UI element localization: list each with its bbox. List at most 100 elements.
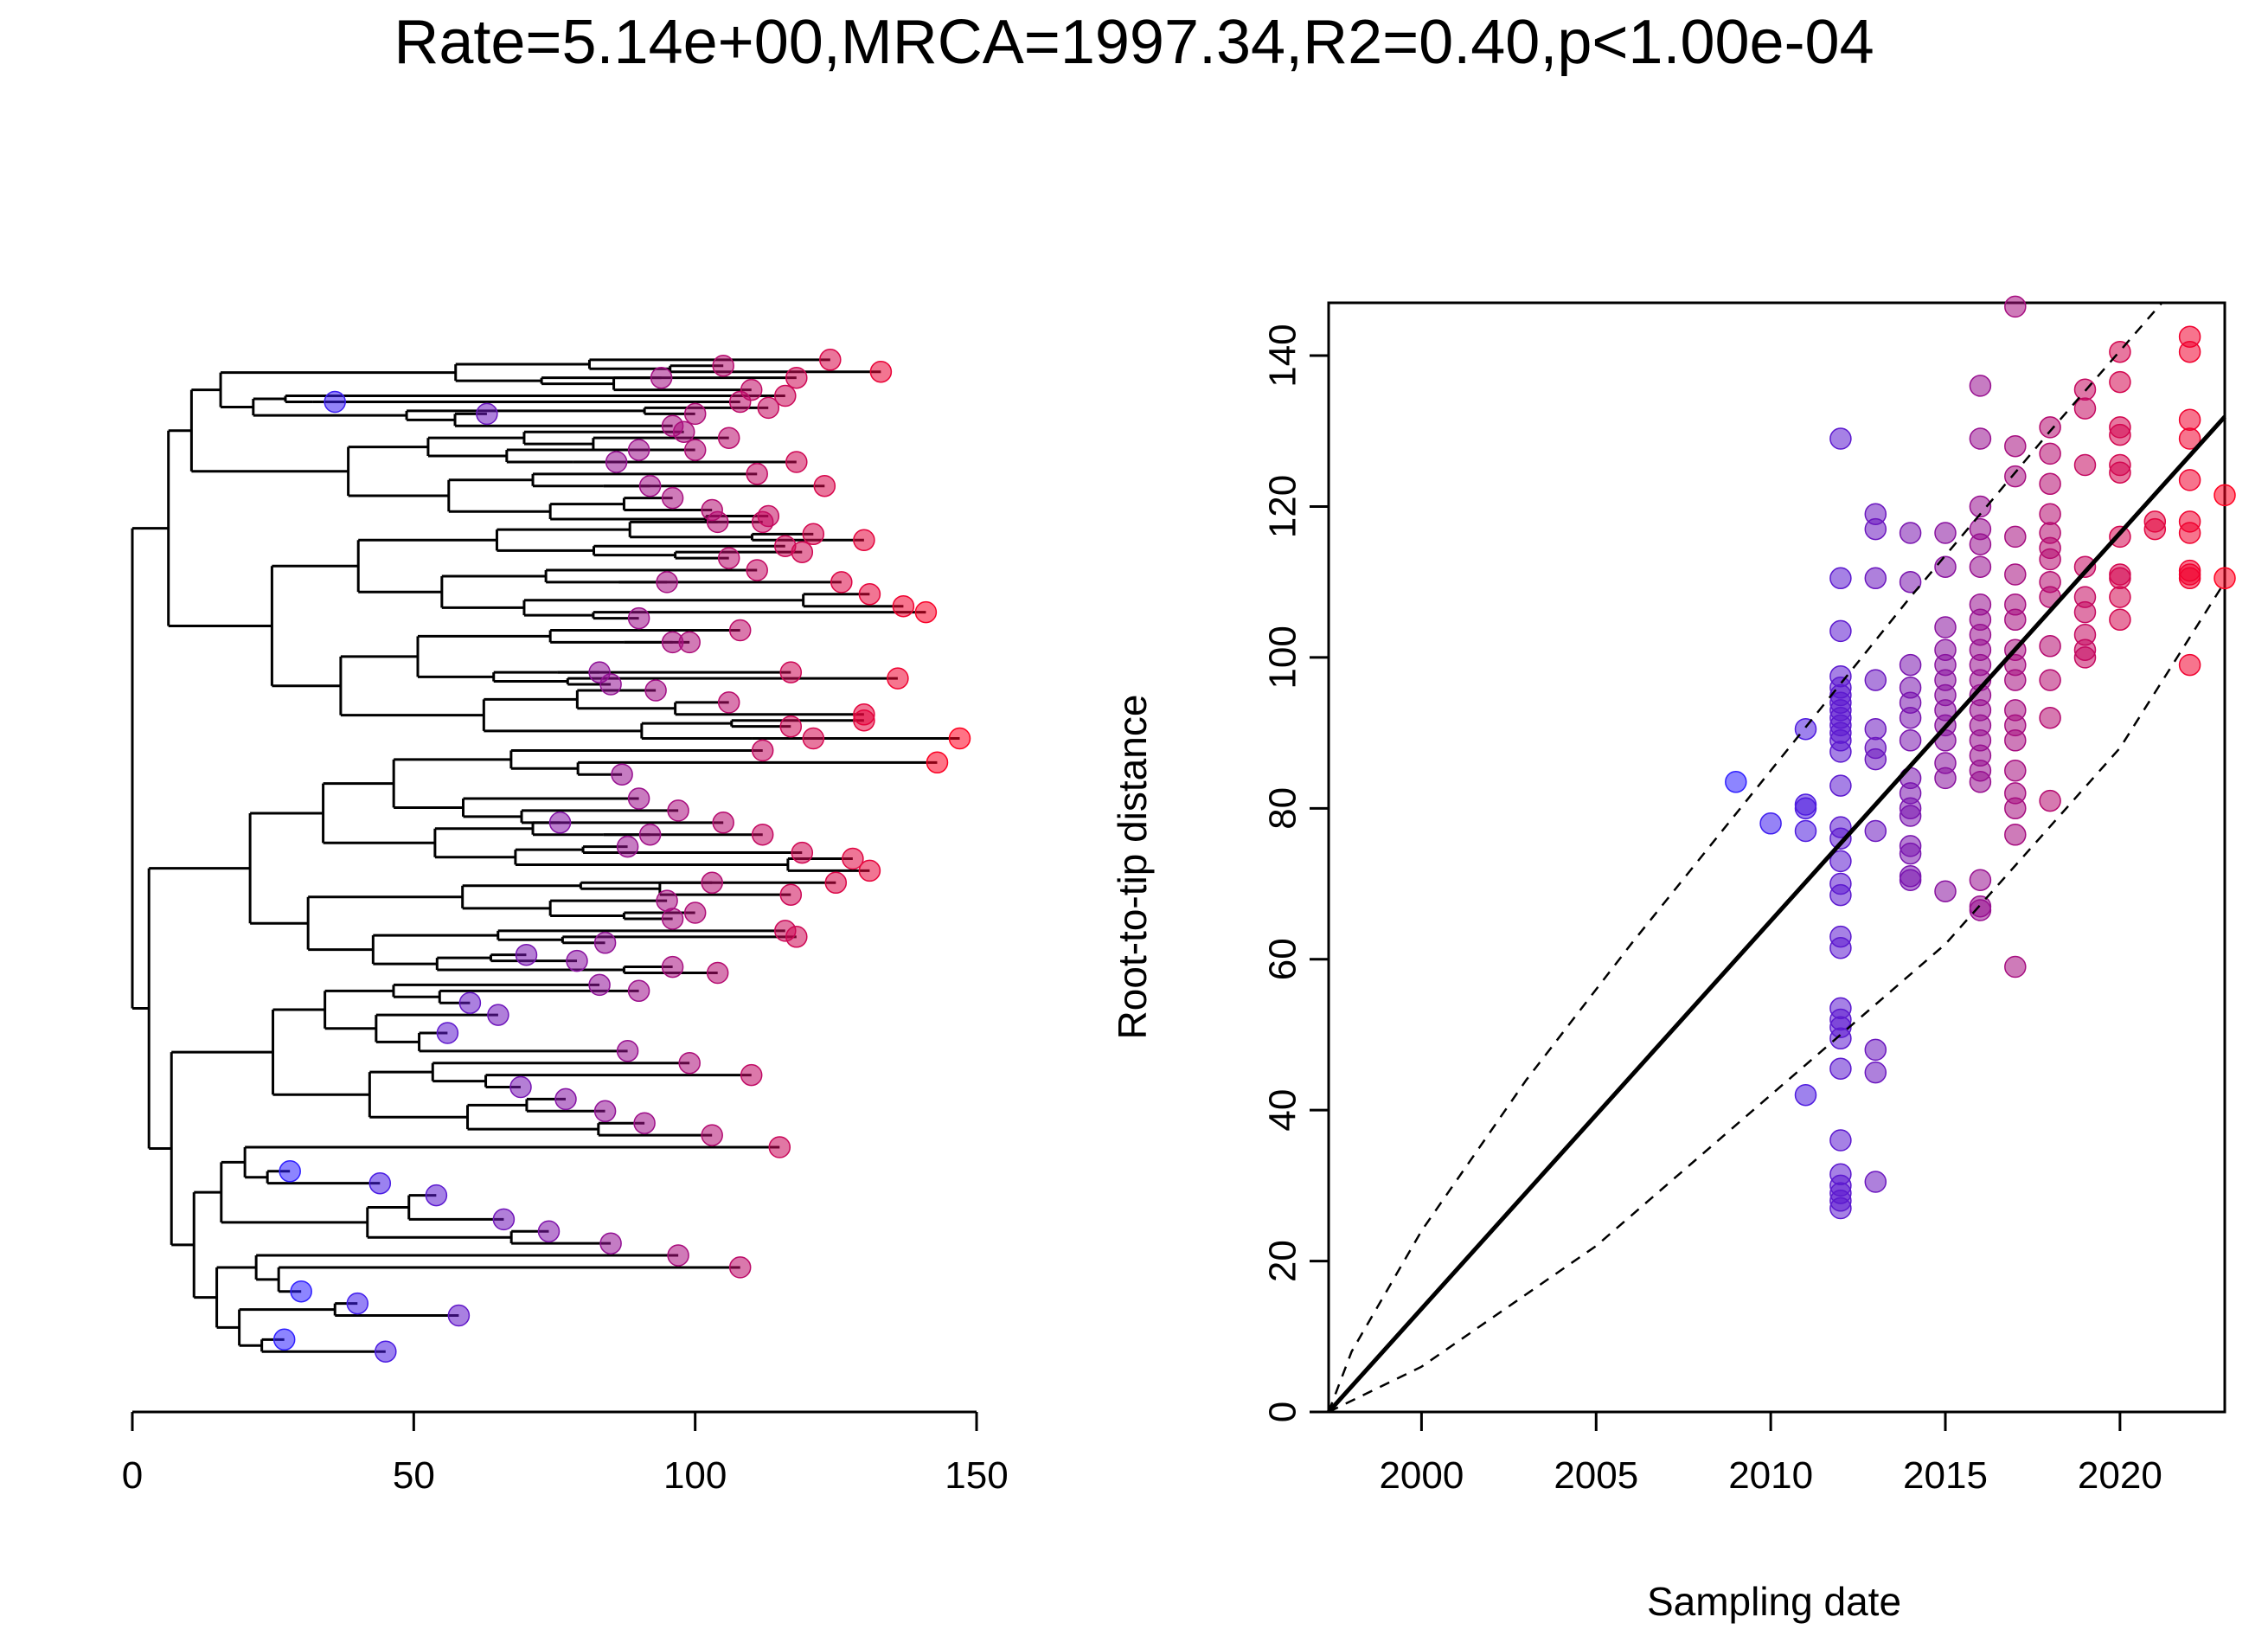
scatter-point [2178, 522, 2201, 544]
tree-tip [290, 1280, 312, 1303]
scatter-point [2039, 706, 2061, 729]
tree-tip [728, 1256, 752, 1279]
tree-tip [436, 1022, 459, 1044]
scatter-point [1829, 619, 1852, 643]
regression-line [1327, 415, 2226, 1414]
tree-tip [717, 547, 740, 569]
y-tick-label: 40 [1262, 1089, 1304, 1132]
x-tick-label: 2005 [1554, 1454, 1638, 1497]
scatter-point [1864, 567, 1887, 590]
tree-x-axis: 0 50 100 150 [122, 1410, 1009, 1497]
scatter-point [2004, 669, 2027, 691]
scatter-point [1829, 850, 1852, 873]
scatter-point [2004, 525, 2027, 549]
scatter-point [1864, 517, 1887, 541]
scatter-point [1969, 375, 1992, 397]
tree-tip [813, 474, 836, 497]
x-tick-label: 2010 [1728, 1454, 1813, 1497]
scatter-point [1899, 729, 1922, 752]
tree-tip [858, 859, 881, 882]
tree-tip [611, 763, 633, 786]
scatter-point [1899, 706, 1922, 729]
scatter-point [1934, 616, 1957, 638]
tree-tip [272, 1328, 296, 1351]
tree-tip [605, 451, 628, 473]
scatter-point [2109, 370, 2131, 394]
tree-tip [537, 1220, 561, 1243]
y-axis-label: Root-to-tip distance [1110, 695, 1155, 1040]
tree-tip [425, 1184, 448, 1207]
tree-tip [627, 979, 650, 1003]
tree-tip [751, 510, 774, 534]
tree-tip [661, 955, 684, 978]
tree-tip [627, 787, 650, 810]
scatter-point [2039, 442, 2061, 465]
tree-branches [131, 358, 960, 1353]
scatter-point [2178, 408, 2201, 431]
scatter-point [2073, 600, 2097, 624]
y-tick-label: 0 [1262, 1402, 1304, 1422]
tree-tips [272, 349, 971, 1363]
tree-tip [447, 1304, 471, 1327]
tree-tip [869, 360, 893, 383]
scatter-points [1725, 295, 2236, 1220]
scatter-point [1829, 774, 1852, 797]
tree-tip [667, 799, 689, 822]
scatter-point [1794, 1083, 1817, 1107]
scatter-point [2039, 503, 2061, 525]
figure-title: Rate=5.14e+00,MRCA=1997.34,R2=0.40,p<1.0… [394, 8, 1874, 77]
scatter-point [2004, 955, 2027, 978]
scatter-point [2109, 423, 2131, 446]
tree-tip [774, 384, 797, 407]
scatter-point [1969, 555, 1992, 578]
scatter-point [2109, 608, 2131, 632]
tree-tip [887, 667, 909, 690]
tree-tip [588, 973, 611, 997]
scatter-point [1864, 748, 1887, 771]
tree-tip [706, 961, 729, 985]
tree-tip [948, 727, 971, 750]
tree-tip [627, 439, 650, 461]
scatter-point [1829, 936, 1852, 959]
tree-tip [633, 1112, 656, 1134]
scatter-point [1794, 797, 1817, 820]
tree-tip [627, 606, 650, 630]
tree-tip [853, 529, 875, 552]
scatter-point [1934, 555, 1957, 578]
scatter-point [1829, 827, 1852, 850]
y-tick-label: 80 [1262, 787, 1304, 830]
tree-tip [712, 355, 734, 377]
scatter-point [1864, 1061, 1887, 1084]
tree-tip [599, 1232, 622, 1254]
tree-tip [785, 926, 808, 948]
tree-tip [892, 594, 915, 618]
scatter-point [2178, 427, 2201, 450]
scatter-point [1829, 567, 1852, 590]
tree-tip [701, 871, 723, 895]
scatter-point [1969, 771, 1992, 793]
scatter-point [2004, 563, 2027, 586]
tree-tip [701, 1124, 723, 1146]
tree-tip [791, 541, 814, 563]
scatter-point [1829, 1129, 1852, 1152]
scatter-point [1899, 653, 1922, 677]
tree-tip [802, 727, 825, 750]
tree-tip [593, 1100, 617, 1123]
scatter-point [1934, 522, 1957, 544]
scatter-point [1864, 1171, 1887, 1193]
scatter-point [2109, 567, 2131, 590]
tree-tip [661, 631, 684, 654]
scatter-point [1969, 533, 1992, 555]
tree-tip [656, 571, 678, 594]
tree-tip [368, 1171, 392, 1195]
tree-tip [842, 847, 864, 870]
tree-tip [830, 571, 853, 594]
tree-tip [638, 823, 662, 846]
scatter-y-axis: 0 20 40 60 80 100 120 140 [1262, 324, 1329, 1422]
scatter-point [1794, 819, 1817, 843]
tree-tip [593, 932, 617, 954]
tree-tip [785, 451, 808, 473]
x-tick-label: 2020 [2078, 1454, 2162, 1497]
scatter-point [1829, 741, 1852, 763]
